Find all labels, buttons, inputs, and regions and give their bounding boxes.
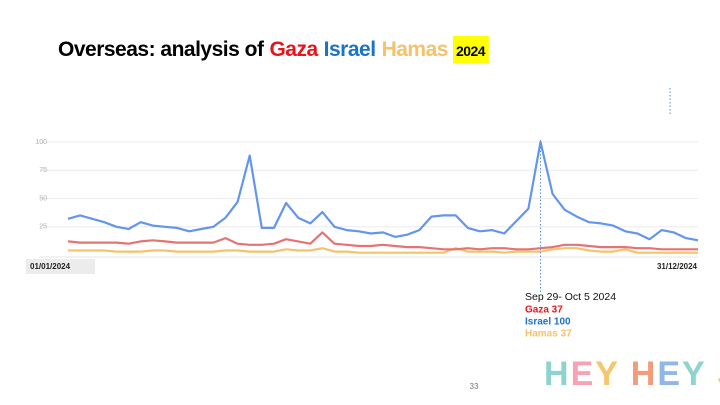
y-tick-label: 50 [39, 195, 47, 202]
y-tick-label: 25 [39, 224, 47, 231]
logo-letter: E [571, 355, 596, 393]
annotation-line: Israel 100 [525, 317, 571, 328]
title-keyword: Hamas [382, 38, 448, 61]
logo-letter [619, 355, 630, 393]
title-keyword: Israel [324, 38, 376, 61]
logo-letter: Y [595, 355, 619, 393]
series-line [67, 231, 698, 251]
chart: 25 50 75 100 01/01/2024 31/12/2024 Sep 29- Oct… [26, 139, 699, 340]
slide-title: Overseas: analysis of Gaza Israel Hamas 2024 [58, 38, 486, 61]
logo-letter [706, 355, 717, 393]
logo-letter: J [718, 355, 720, 393]
page-number: 33 [470, 382, 479, 391]
title-year: 2024 [456, 43, 486, 59]
y-tick-label: 100 [35, 139, 47, 146]
title-highlight-bg [452, 36, 489, 63]
logo-letter: E [657, 355, 682, 393]
series-line [68, 247, 698, 254]
x-label-bg [26, 259, 95, 274]
title-keyword: Gaza [269, 38, 318, 61]
y-tick-label: 75 [39, 167, 47, 174]
series-line [67, 140, 699, 242]
x-tick-label: 01/01/2024 [30, 262, 71, 271]
annotation-title: Sep 29- Oct 5 2024 [525, 291, 616, 303]
logo-letter: H [544, 355, 571, 393]
x-tick-label: 31/12/2024 [657, 262, 698, 271]
logo-letter: H [631, 355, 658, 393]
annotation-line: Gaza 37 [525, 305, 563, 316]
logo-letter: Y [682, 355, 706, 393]
title-text: Overseas: analysis of [58, 38, 265, 61]
annotation-line: Hamas 37 [525, 329, 572, 340]
logo: HEY HEY JOE [544, 355, 720, 393]
